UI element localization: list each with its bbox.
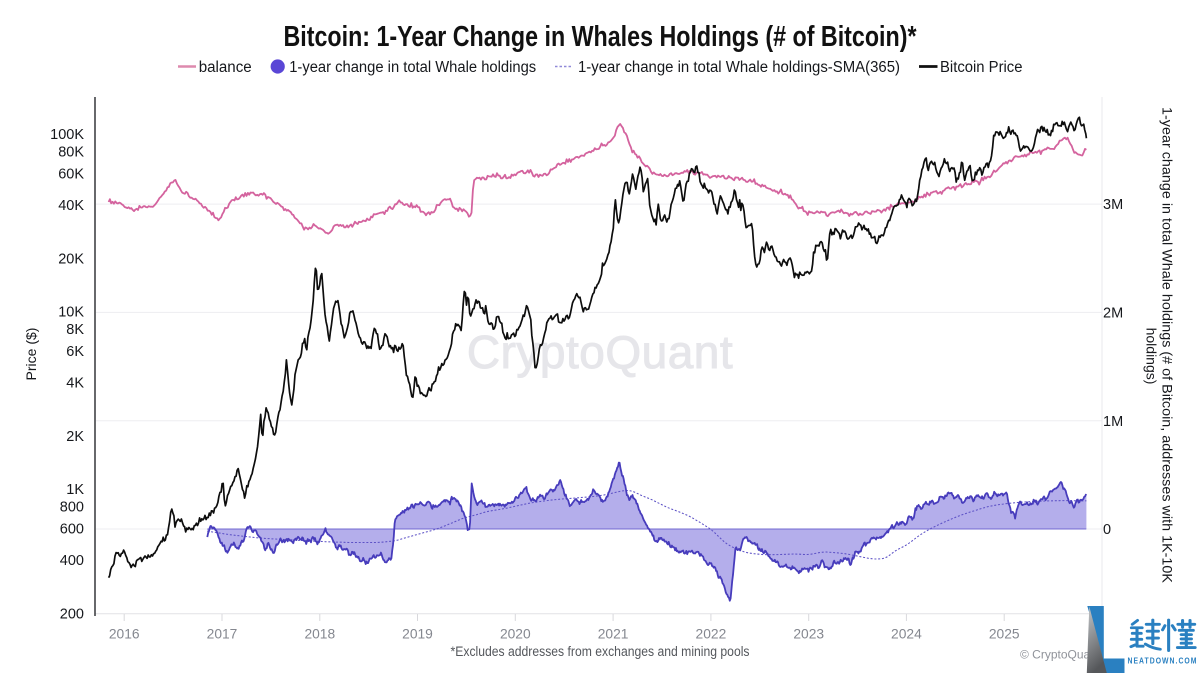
svg-text:2020: 2020	[500, 627, 531, 642]
svg-text:800: 800	[60, 499, 84, 515]
svg-text:1-year change in total Whale h: 1-year change in total Whale holdings-SM…	[578, 59, 900, 76]
svg-text:© CryptoQua: © CryptoQua	[1020, 648, 1091, 662]
svg-text:2K: 2K	[66, 429, 84, 445]
svg-text:200: 200	[60, 606, 84, 622]
svg-text:2019: 2019	[402, 627, 433, 642]
svg-text:2023: 2023	[793, 627, 824, 642]
svg-text:1-year change in total Whale h: 1-year change in total Whale holdings (#…	[1160, 107, 1176, 584]
svg-text:Price ($): Price ($)	[23, 328, 39, 381]
svg-text:10K: 10K	[58, 305, 84, 321]
svg-text:80K: 80K	[58, 144, 84, 160]
svg-text:2018: 2018	[304, 627, 335, 642]
svg-text:6K: 6K	[66, 344, 84, 360]
svg-text:2025: 2025	[989, 627, 1020, 642]
svg-text:balance: balance	[199, 59, 252, 76]
svg-text:0: 0	[1103, 522, 1111, 538]
svg-text:60K: 60K	[58, 167, 84, 183]
svg-text:4K: 4K	[66, 375, 84, 391]
svg-text:2017: 2017	[207, 627, 238, 642]
svg-text:100K: 100K	[50, 127, 84, 143]
svg-text:2021: 2021	[598, 627, 629, 642]
svg-text:1M: 1M	[1103, 414, 1123, 430]
svg-text:1K: 1K	[66, 482, 84, 498]
svg-text:40K: 40K	[58, 198, 84, 214]
svg-text:3M: 3M	[1103, 197, 1123, 213]
svg-text:600: 600	[60, 522, 84, 538]
svg-text:Bitcoin Price: Bitcoin Price	[940, 59, 1023, 76]
svg-text:2016: 2016	[109, 627, 140, 642]
svg-text:1-year change in total Whale h: 1-year change in total Whale holdings	[289, 59, 536, 76]
svg-text:20K: 20K	[58, 251, 84, 267]
svg-text:holdings): holdings)	[1144, 328, 1160, 385]
svg-text:400: 400	[60, 553, 84, 569]
svg-text:Bitcoin: 1-Year Change in Whal: Bitcoin: 1-Year Change in Whales Holding…	[284, 21, 918, 53]
svg-text:NEATDOWN.COM: NEATDOWN.COM	[1128, 657, 1198, 666]
svg-text:2022: 2022	[696, 627, 727, 642]
svg-text:2024: 2024	[891, 627, 922, 642]
svg-text:2M: 2M	[1103, 306, 1123, 322]
svg-text:*Excludes addresses from excha: *Excludes addresses from exchanges and m…	[451, 644, 750, 659]
svg-text:8K: 8K	[66, 322, 84, 338]
